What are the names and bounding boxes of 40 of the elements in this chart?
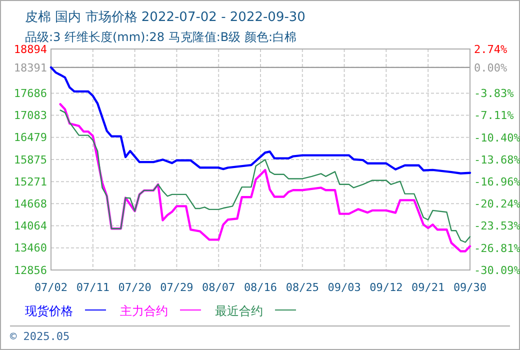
legend-label: 主力合约 <box>120 304 168 318</box>
y2-tick-label: -10.40% <box>474 131 520 144</box>
x-tick-label: 09/03 <box>328 281 361 294</box>
y-tick-label: 15271 <box>14 175 47 188</box>
x-tick-label: 09/30 <box>453 281 487 294</box>
y-tick-label: 18894 <box>14 42 48 56</box>
y-tick-label: 12856 <box>14 264 47 277</box>
y-tick-label: 14064 <box>14 220 48 233</box>
chart-title: 皮棉 国内 市场价格 2022-07-02 - 2022-09-30 <box>25 10 306 25</box>
text: © 2025.05 <box>10 330 70 343</box>
y2-tick-label: -26.81% <box>474 242 520 255</box>
y-tick-label: 16479 <box>14 131 47 144</box>
x-tick-label: 08/16 <box>244 281 278 294</box>
y2-tick-label: -23.53% <box>474 220 520 233</box>
x-tick-label: 09/12 <box>370 281 403 294</box>
y-tick-label: 17083 <box>14 109 47 122</box>
y2-tick-label: 0.00% <box>474 61 508 74</box>
y-tick-label: 13460 <box>14 242 47 255</box>
x-tick-label: 07/11 <box>76 281 110 294</box>
x-tick-label: 08/07 <box>202 281 236 294</box>
legend-label: 最近合约 <box>215 304 263 318</box>
x-tick-label: 07/29 <box>160 281 194 294</box>
y2-tick-label: -20.24% <box>474 198 520 211</box>
legend-label: 现货价格 <box>25 304 73 318</box>
line-series <box>50 66 472 174</box>
x-tick-label: 09/21 <box>412 281 445 294</box>
y2-tick-label: -7.11% <box>474 109 514 122</box>
y2-tick-label: -3.83% <box>474 87 514 100</box>
y2-tick-label: -30.09% <box>474 264 520 277</box>
y2-tick-label: 2.74% <box>474 42 508 56</box>
y2-tick-label: -13.68% <box>474 153 520 166</box>
chart-subtitle: 品级:3 纤维长度(mm):28 马克隆值:B级 颜色:白棉 <box>25 30 296 44</box>
y2-tick-label: -16.96% <box>474 175 520 188</box>
x-tick-label: 07/02 <box>34 281 68 294</box>
y-tick-label: 15875 <box>14 153 47 166</box>
y-tick-label: 17686 <box>14 87 47 100</box>
x-tick-label: 07/20 <box>118 281 152 294</box>
y-tick-label: 14668 <box>14 198 47 211</box>
x-tick-label: 08/25 <box>286 281 319 294</box>
y-tick-label: 18391 <box>14 61 47 74</box>
